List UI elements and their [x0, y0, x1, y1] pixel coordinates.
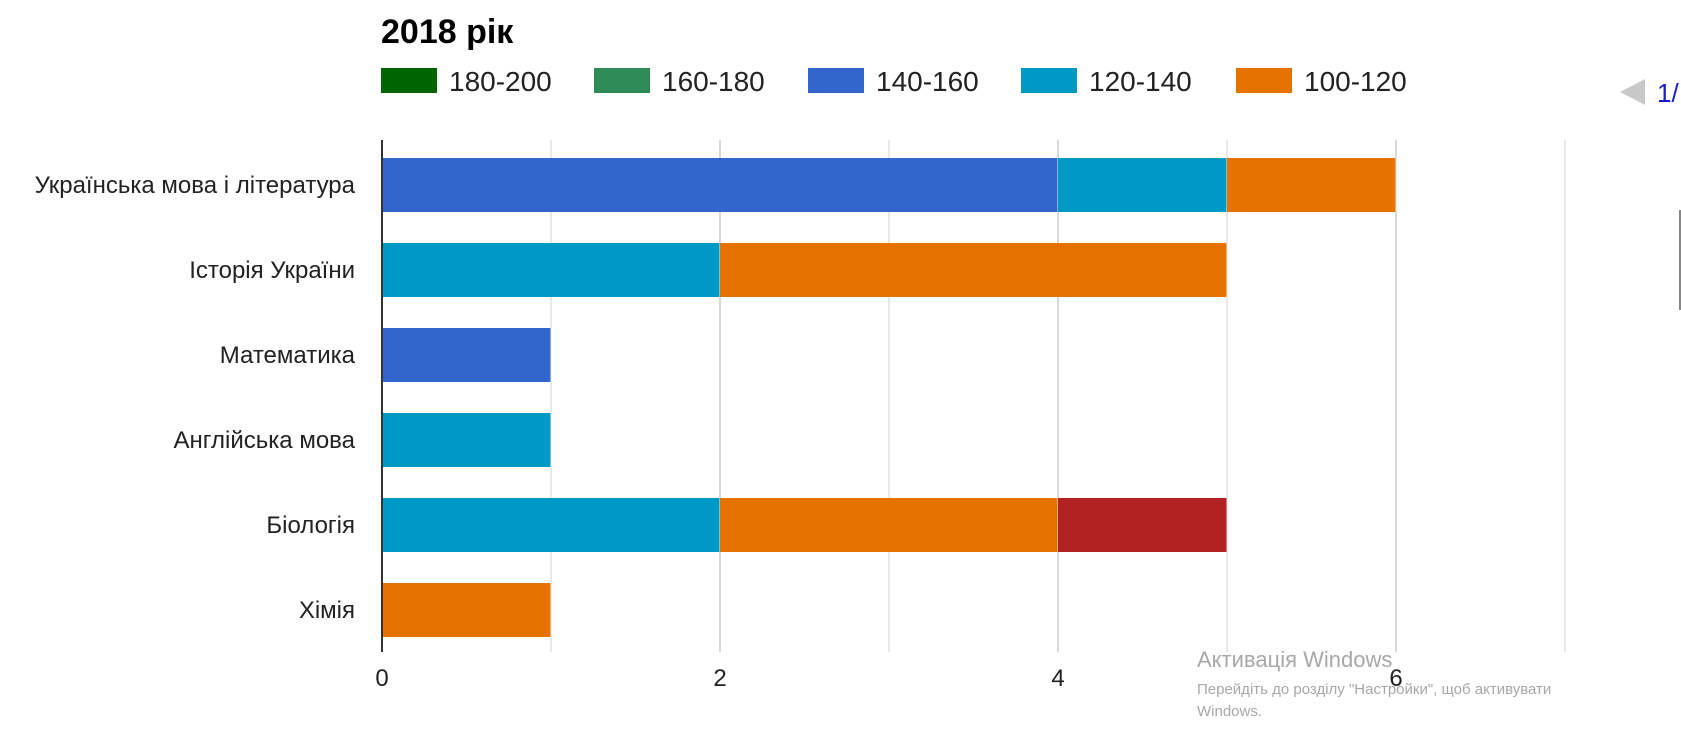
bar-segment	[382, 158, 1058, 212]
x-tick-label: 0	[375, 665, 388, 692]
category-label: Українська мова і література	[35, 172, 356, 199]
legend-label: 100-120	[1304, 66, 1407, 97]
x-tick-label: 4	[1051, 665, 1064, 692]
pager[interactable]: 1/	[1620, 78, 1679, 108]
bar-segment	[382, 328, 551, 382]
watermark-line1: Перейдіть до розділу "Настройки", щоб ак…	[1197, 681, 1551, 698]
bar-segment	[720, 243, 1227, 297]
bar-segment	[382, 243, 720, 297]
legend: 180-200 160-180 140-160 120-140 100-120	[381, 66, 1407, 97]
bar-segment	[382, 413, 551, 467]
legend-label: 120-140	[1089, 66, 1192, 97]
bar-segment	[382, 583, 551, 637]
previous-page-icon[interactable]	[1620, 79, 1645, 105]
bar-segment	[1058, 158, 1227, 212]
watermark-title: Активація Windows	[1197, 647, 1392, 672]
x-tick-label: 2	[713, 665, 726, 692]
bar-segment	[1227, 158, 1396, 212]
scroll-edge	[1679, 210, 1681, 310]
windows-watermark: Активація Windows Перейдіть до розділу "…	[1197, 647, 1551, 720]
legend-item: 140-160	[808, 66, 979, 97]
legend-item: 180-200	[381, 66, 552, 97]
watermark-line2: Windows.	[1197, 703, 1262, 720]
legend-item: 120-140	[1021, 66, 1192, 97]
chart-title: 2018 рік	[381, 13, 514, 51]
category-label: Хімія	[299, 597, 355, 624]
legend-swatch	[381, 68, 437, 93]
gridlines	[550, 140, 1566, 652]
legend-swatch	[808, 68, 864, 93]
category-label: Англійська мова	[174, 427, 356, 454]
legend-swatch	[1236, 68, 1292, 93]
legend-label: 140-160	[876, 66, 979, 97]
pager-text: 1/	[1657, 78, 1679, 108]
legend-label: 180-200	[449, 66, 552, 97]
legend-item: 100-120	[1236, 66, 1407, 97]
category-label: Біологія	[266, 512, 355, 539]
bar-segment	[720, 498, 1058, 552]
x-tick-label: 6	[1389, 665, 1402, 692]
bar-segment	[1058, 498, 1227, 552]
legend-swatch	[594, 68, 650, 93]
x-tick-labels: 0 2 4 6	[375, 665, 1402, 692]
category-labels: Українська мова і література Історія Укра…	[35, 172, 356, 624]
category-label: Математика	[220, 342, 356, 369]
bars	[382, 158, 1397, 637]
legend-item: 160-180	[594, 66, 765, 97]
category-label: Історія України	[189, 257, 355, 284]
legend-label: 160-180	[662, 66, 765, 97]
bar-segment	[382, 498, 720, 552]
legend-swatch	[1021, 68, 1077, 93]
